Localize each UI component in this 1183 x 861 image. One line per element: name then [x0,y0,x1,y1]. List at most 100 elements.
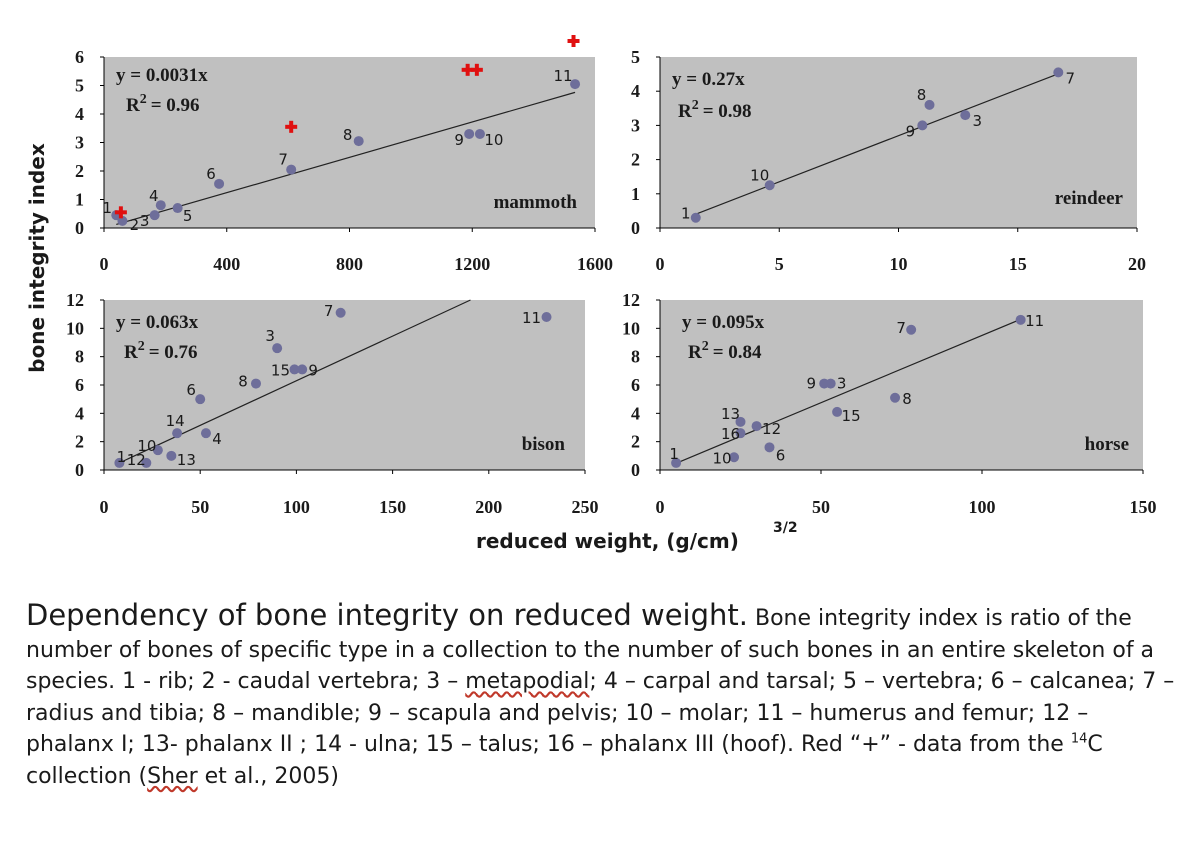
data-point-10 [474,128,485,139]
data-point-2 [117,215,128,226]
data-point-label: 11 [554,67,573,85]
data-point-3 [272,343,283,354]
regression-equation: y = 0.095x [682,312,765,333]
figure-caption: Dependency of bone integrity on reduced … [26,599,1176,792]
data-point-12 [141,457,152,468]
r-squared-prefix: R [126,95,140,116]
x-tick-label: 400 [213,254,240,274]
data-point-label: 7 [278,151,288,169]
y-tick-label: 0 [75,218,84,238]
x-axis-label: reduced weight, (g/cm) 3/2 [476,520,798,553]
r-squared: R2 = 0.98 [678,98,752,122]
r-squared: R2 = 0.76 [124,339,198,363]
y-tick-label: 12 [622,290,640,310]
plot-area [660,57,1137,228]
data-point-5 [172,203,183,214]
chart-panel-horse: 0 2 4 6 8 10 12 0 50 100 150 1 10 16 13 12 6 9 3 15 8 7 11 y = … [622,290,1157,517]
red-plus-marker [114,206,127,219]
data-point-label: 3 [265,327,275,345]
x-tick-label: 0 [100,254,109,274]
y-tick-label: 3 [631,115,640,135]
x-tick-label: 100 [969,497,996,517]
data-point-label: 9 [806,375,816,393]
data-point-label: 6 [186,381,196,399]
x-tick-label: 250 [572,497,599,517]
data-point-6 [195,394,206,405]
species-label: horse [1085,434,1129,455]
r-squared-value: = 0.76 [149,342,198,363]
data-point-label: 7 [324,302,334,320]
regression-line [116,91,576,226]
data-point-15 [832,406,843,417]
species-label: reindeer [1055,188,1124,209]
regression-equation: y = 0.27x [672,69,745,90]
caption-isotope-mass: 14 [1070,731,1088,747]
x-tick-label: 20 [1128,254,1146,274]
data-point-11 [1015,314,1026,325]
x-tick-label: 0 [656,497,665,517]
r-squared-superscript: 2 [692,98,699,113]
x-axis-label-text: reduced weight, (g/cm) [476,529,739,553]
y-tick-label: 6 [75,47,84,67]
data-point-9 [297,364,308,375]
y-tick-label: 8 [75,347,84,367]
y-axis-label: bone integrity index [25,143,49,373]
x-tick-label: 50 [191,497,209,517]
r-squared-superscript: 2 [140,92,147,107]
data-point-4 [155,200,166,211]
data-point-13 [735,416,746,427]
x-tick-label: 10 [890,254,908,274]
data-point-label: 9 [308,361,318,379]
x-tick-label: 50 [812,497,830,517]
charts-figure: bone integrity index reduced weight, (g/… [25,35,1157,553]
data-point-14 [172,428,183,439]
regression-equation: y = 0.0031x [116,65,208,86]
red-plus-vertical [465,63,470,76]
y-tick-label: 1 [631,184,640,204]
data-point-label: 5 [183,207,193,225]
data-point-11 [570,79,581,90]
data-point-label: 4 [212,430,222,448]
data-point-15 [289,364,300,375]
data-point-7 [335,307,346,318]
data-point-label: 10 [137,437,156,455]
caption-text-2: ; 4 – carpal and tarsal; 5 – vertebra; 6… [26,669,1175,757]
data-point-label: 8 [238,373,248,391]
y-tick-label: 5 [631,47,640,67]
data-point-label: 9 [454,131,464,149]
r-squared-prefix: R [124,342,138,363]
y-tick-label: 2 [631,432,640,452]
x-tick-label: 150 [379,497,406,517]
red-plus-marker [285,120,298,133]
data-point-label: 12 [762,420,781,438]
data-point-1 [690,212,701,223]
x-tick-label: 200 [475,497,502,517]
y-tick-label: 6 [75,375,84,395]
data-point-label: 15 [842,407,861,425]
data-point-label: 9 [906,122,916,140]
x-tick-label: 1200 [454,254,490,274]
regression-line [695,73,1059,215]
data-point-label: 11 [522,309,541,327]
data-point-label: 3 [140,212,150,230]
data-point-label: 13 [721,405,740,423]
red-plus-vertical [571,35,576,47]
data-point-8 [353,136,364,147]
y-tick-label: 8 [631,347,640,367]
data-point-label: 12 [127,451,146,469]
data-point-label: 6 [206,165,216,183]
species-label: bison [522,434,566,455]
data-point-8 [924,99,935,110]
y-tick-label: 12 [66,290,84,310]
y-tick-label: 2 [75,161,84,181]
data-point-7 [1053,67,1064,78]
y-tick-label: 10 [66,318,84,338]
data-point-7 [286,164,297,175]
y-tick-label: 0 [631,460,640,480]
r-squared: R2 = 0.84 [688,339,762,363]
y-tick-label: 3 [75,133,84,153]
data-point-1 [114,457,125,468]
data-point-8 [250,378,261,389]
caption-text-4: et al., 2005) [197,763,339,789]
